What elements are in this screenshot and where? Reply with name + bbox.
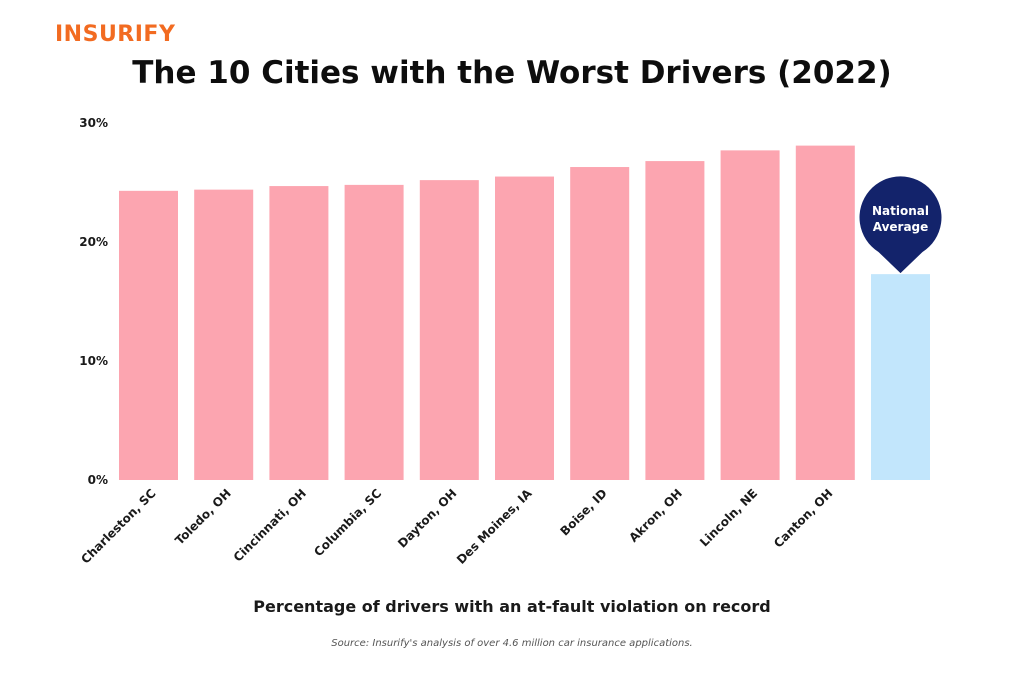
- bar: [645, 161, 705, 480]
- bar: [495, 176, 554, 481]
- x-tick-label: Boise, ID: [558, 486, 610, 538]
- national-average-label: National: [872, 204, 929, 218]
- x-tick-label: Lincoln, NE: [697, 486, 760, 549]
- x-tick-label: Canton, OH: [771, 486, 835, 550]
- y-tick-label: 0%: [88, 473, 108, 487]
- bar: [344, 184, 404, 480]
- x-tick-label: Columbia, SC: [311, 486, 384, 559]
- bar: [795, 145, 855, 481]
- bar: [119, 190, 178, 480]
- y-tick-label: 20%: [79, 235, 108, 249]
- y-tick-label: 10%: [79, 354, 108, 368]
- x-tick-label: Akron, OH: [626, 486, 685, 545]
- bar: [871, 274, 930, 480]
- x-tick-label: Des Moines, IA: [454, 486, 535, 567]
- x-tick-label: Dayton, OH: [395, 486, 459, 550]
- bar: [419, 180, 479, 480]
- y-tick-label: 30%: [79, 116, 108, 130]
- x-tick-label: Charleston, SC: [78, 486, 158, 566]
- x-axis-label: Percentage of drivers with an at-fault v…: [253, 597, 771, 616]
- bar: [570, 167, 630, 480]
- x-tick-label: Cincinnati, OH: [231, 486, 309, 564]
- chart-title: The 10 Cities with the Worst Drivers (20…: [132, 55, 892, 91]
- x-tick-label: Toledo, OH: [172, 486, 233, 547]
- bar: [720, 150, 780, 480]
- insurify-logo: INSURIFY: [55, 22, 176, 47]
- bar: [194, 189, 254, 480]
- source-note: Source: Insurify's analysis of over 4.6 …: [331, 638, 693, 649]
- national-average-marker: [859, 176, 942, 274]
- bar: [269, 186, 329, 480]
- national-average-label: Average: [873, 220, 929, 234]
